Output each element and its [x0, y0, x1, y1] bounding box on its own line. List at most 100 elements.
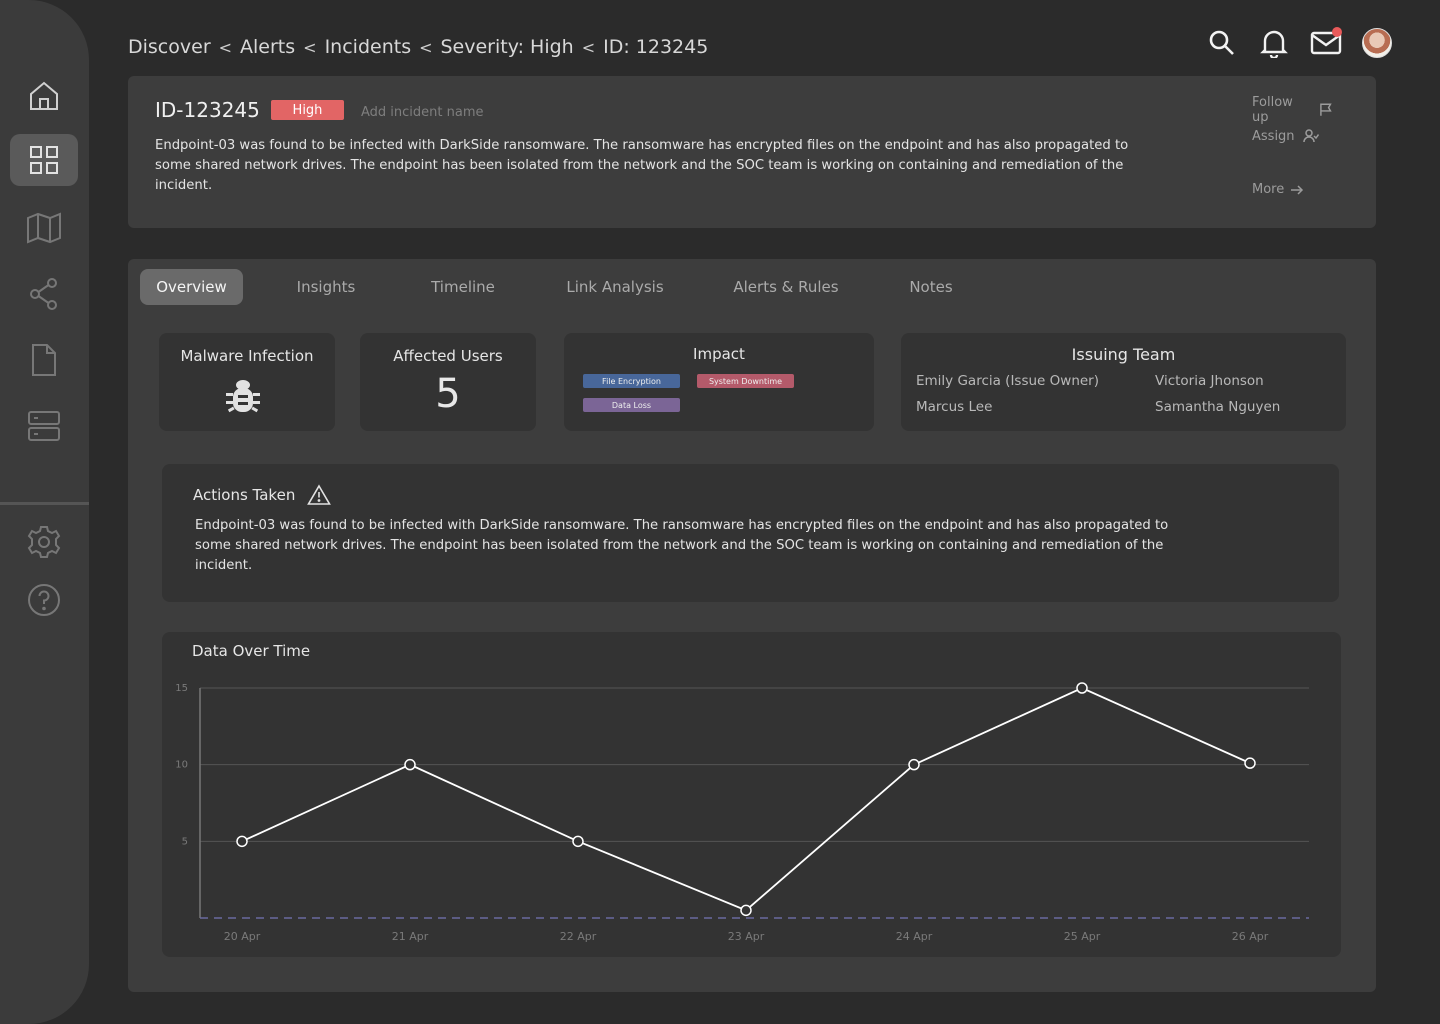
assign-label: Assign — [1252, 128, 1295, 144]
tab-insights[interactable]: Insights — [296, 278, 356, 296]
assign-user-icon — [1302, 129, 1319, 143]
home-icon — [30, 81, 58, 110]
incident-name-input[interactable] — [361, 102, 621, 122]
affected-users-card: Affected Users 5 — [360, 333, 536, 431]
chart-title: Data Over Time — [192, 642, 311, 660]
tab-overview[interactable]: Overview — [140, 269, 243, 305]
chart-data-point — [908, 758, 920, 771]
chart-data-point — [1076, 682, 1088, 694]
actions-taken-description: Endpoint-03 was found to be infected wit… — [195, 518, 1169, 573]
breadcrumb-separator: < — [419, 37, 433, 57]
chart-x-tick-label: 21 Apr — [392, 930, 429, 943]
map-icon — [27, 212, 61, 244]
chart-y-tick-label: 10 — [175, 760, 188, 771]
chart-x-tick-label: 20 Apr — [224, 930, 261, 943]
breadcrumb-item-severity[interactable]: Severity: High — [440, 36, 574, 58]
avatar[interactable] — [1362, 28, 1392, 58]
actions-taken-title: Actions Taken — [193, 486, 296, 504]
sidebar-item-settings[interactable] — [10, 516, 78, 568]
incident-actions: Follow up Assign More — [1252, 95, 1332, 197]
chart-y-tick-label: 15 — [175, 683, 188, 694]
tab-notes[interactable]: Notes — [909, 278, 953, 296]
impact-tag: File Encryption — [583, 374, 680, 388]
assign-button[interactable]: Assign — [1252, 126, 1332, 146]
chart-series-line — [241, 687, 1251, 912]
follow-up-button[interactable]: Follow up — [1252, 95, 1332, 125]
sidebar-item-dashboard[interactable] — [10, 134, 78, 186]
chart-x-tick-label: 23 Apr — [728, 930, 765, 943]
flag-icon — [1319, 103, 1332, 116]
dashboard-icon — [30, 146, 58, 174]
team-member: Emily Garcia (Issue Owner) — [916, 373, 1100, 389]
incident-description: Endpoint-03 was found to be infected wit… — [155, 138, 1129, 193]
unread-indicator — [1332, 27, 1342, 37]
breadcrumb-item-alerts[interactable]: Alerts — [240, 36, 296, 58]
incident-id: ID-123245 — [155, 98, 260, 122]
more-label: More — [1252, 182, 1285, 197]
issuing-team-title: Issuing Team — [1071, 345, 1176, 364]
affected-users-title: Affected Users — [393, 347, 503, 365]
impact-tag: System Downtime — [697, 374, 794, 388]
chart-x-tick-label: 25 Apr — [1064, 930, 1101, 943]
data-over-time-chart: Data Over Time 5 10 15 20 Apr 21 Apr 22 Apr 23… — [162, 632, 1341, 957]
bell-icon — [1260, 30, 1288, 58]
sidebar-item-servers[interactable] — [10, 400, 78, 452]
chart-data-point — [1244, 757, 1256, 769]
breadcrumb-item-current: ID: 123245 — [603, 36, 709, 58]
share-icon — [30, 278, 57, 310]
breadcrumb-item-incidents[interactable]: Incidents — [324, 36, 412, 58]
bug-icon — [226, 380, 260, 413]
server-icon — [28, 411, 60, 441]
impact-card: Impact File Encryption System Downtime D… — [564, 333, 874, 431]
chart-data-point — [740, 904, 752, 917]
chart-x-tick-label: 24 Apr — [896, 930, 933, 943]
settings-icon — [27, 526, 61, 558]
file-icon — [32, 344, 56, 376]
impact-title: Impact — [693, 345, 745, 363]
incident-header-card: ID-123245 High Endpoint-03 was found to … — [128, 76, 1376, 228]
tab-alerts-rules[interactable]: Alerts & Rules — [733, 278, 839, 296]
sidebar — [0, 0, 89, 1024]
messages-button[interactable] — [1310, 26, 1342, 60]
arrow-right-icon — [1291, 184, 1304, 195]
breadcrumb: Discover < Alerts < Incidents < Severity… — [128, 33, 708, 61]
team-member: Samantha Nguyen — [1155, 399, 1281, 415]
malware-title: Malware Infection — [180, 347, 314, 365]
sidebar-item-map[interactable] — [10, 202, 78, 254]
chart-x-tick-label: 26 Apr — [1232, 930, 1269, 943]
actions-taken-header: Actions Taken — [193, 484, 332, 506]
tab-link-analysis[interactable]: Link Analysis — [566, 278, 664, 296]
warning-icon — [307, 484, 332, 505]
malware-card: Malware Infection — [159, 333, 335, 431]
impact-tag: Data Loss — [583, 398, 680, 412]
breadcrumb-separator: < — [218, 37, 233, 57]
help-icon — [28, 584, 60, 616]
chart-data-point — [404, 758, 416, 771]
issuing-team-card: Issuing Team Emily Garcia (Issue Owner) … — [901, 333, 1346, 431]
chart-y-tick-label: 5 — [182, 836, 188, 847]
breadcrumb-separator: < — [581, 37, 596, 57]
chart-x-tick-label: 22 Apr — [560, 930, 597, 943]
breadcrumb-separator: < — [303, 37, 317, 57]
sidebar-item-documents[interactable] — [10, 334, 78, 386]
more-button[interactable]: More — [1252, 182, 1304, 197]
tab-timeline[interactable]: Timeline — [431, 278, 495, 296]
affected-users-count: 5 — [435, 371, 461, 417]
notifications-button[interactable] — [1258, 26, 1290, 60]
sidebar-item-help[interactable] — [10, 574, 78, 626]
incident-detail-panel: Overview Insights Timeline Link Analysis… — [128, 259, 1376, 992]
line-chart: 5 10 15 20 Apr 21 Apr 22 Apr 23 Apr 24 Apr 25 Ap… — [175, 682, 1309, 943]
follow-up-label: Follow up — [1252, 95, 1293, 125]
sidebar-item-home[interactable] — [10, 70, 78, 122]
search-button[interactable] — [1206, 26, 1238, 60]
breadcrumb-item-discover[interactable]: Discover — [128, 36, 211, 58]
header-actions — [1206, 26, 1392, 60]
chart-data-point — [236, 835, 248, 848]
mail-icon — [1310, 31, 1342, 55]
sidebar-item-share[interactable] — [10, 268, 78, 320]
chart-data-point — [572, 835, 584, 848]
search-icon — [1209, 30, 1234, 55]
severity-badge: High — [271, 100, 344, 120]
sidebar-divider — [0, 502, 89, 505]
team-member: Victoria Jhonson — [1155, 373, 1264, 389]
